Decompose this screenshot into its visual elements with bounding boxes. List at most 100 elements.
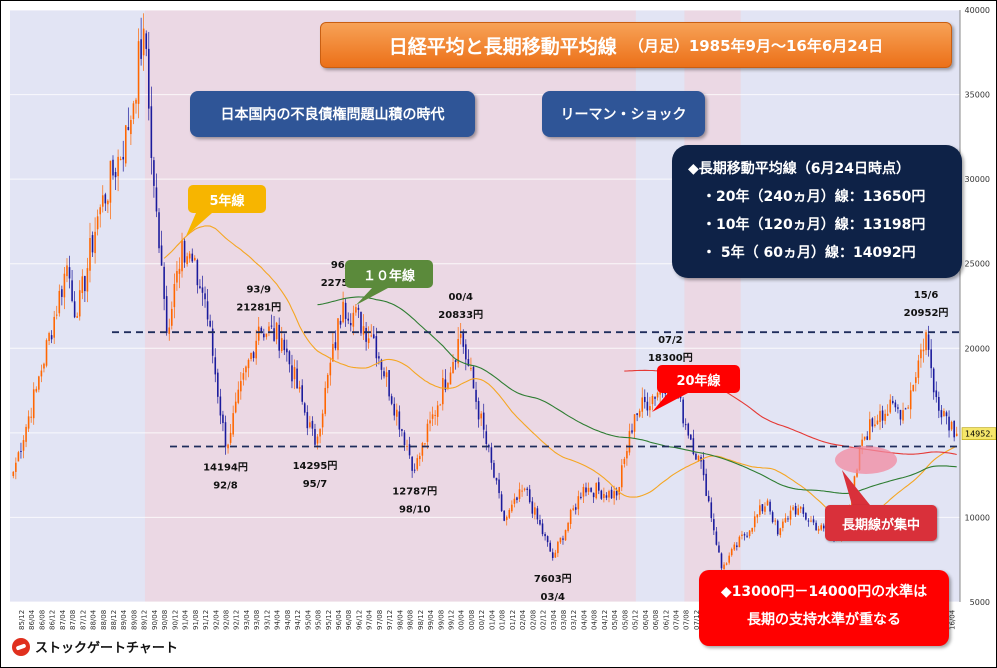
candle-body: [434, 414, 436, 416]
candle-body: [585, 487, 587, 493]
candle-body: [618, 486, 621, 495]
y-tick-label: 5000: [970, 598, 990, 607]
candle-body: [684, 424, 687, 426]
candle: [467, 349, 470, 367]
candle: [326, 373, 329, 394]
candle: [219, 388, 222, 425]
candle-body: [17, 452, 20, 462]
candle-body: [416, 458, 419, 470]
candle: [807, 518, 810, 527]
candle: [55, 305, 58, 320]
candle: [521, 484, 523, 497]
candle-body: [610, 489, 613, 499]
candle-body: [713, 519, 715, 531]
candle-body: [89, 237, 91, 271]
candle: [741, 530, 743, 540]
candle-body: [232, 413, 234, 435]
candle: [805, 512, 807, 521]
candle: [385, 366, 388, 387]
candle: [771, 510, 774, 524]
candle-body: [513, 498, 516, 504]
candle: [776, 519, 779, 537]
brand-logo-text: ストックゲートチャート: [35, 641, 178, 656]
candle: [406, 439, 408, 451]
candle: [531, 497, 534, 519]
candle: [275, 321, 278, 345]
candle: [17, 450, 20, 462]
annotation-date: 00/4: [448, 292, 473, 303]
x-tick-label: 05/04: [611, 609, 619, 630]
candle-body: [897, 407, 899, 409]
x-tick-label: 92/12: [233, 610, 241, 630]
candle: [191, 248, 194, 263]
candle-body: [490, 447, 493, 463]
candle: [868, 411, 871, 441]
ma5-callout-pointer: [186, 213, 212, 236]
candle-body: [372, 334, 375, 339]
candle: [863, 436, 866, 441]
support-note-line-1: ◆13000円－14000円の水準は: [720, 584, 928, 600]
candle: [245, 365, 247, 381]
candle-body: [411, 456, 413, 471]
candle: [442, 369, 444, 411]
candle-body: [482, 412, 485, 430]
candle: [551, 548, 554, 561]
x-tick-label: 00/12: [478, 610, 486, 630]
candle-body: [521, 490, 523, 492]
candle-body: [245, 366, 247, 373]
candle-body: [904, 408, 907, 410]
candle-body: [815, 522, 817, 531]
candle-body: [339, 320, 342, 325]
candle: [626, 444, 628, 466]
candle-body: [802, 507, 805, 514]
candle: [938, 391, 940, 419]
candle-body: [15, 462, 17, 472]
candle: [498, 472, 500, 499]
candle: [403, 430, 406, 451]
candle: [546, 535, 549, 547]
candle-body: [528, 489, 531, 503]
candle: [725, 562, 728, 566]
candle: [948, 410, 950, 438]
candle-body: [252, 352, 255, 359]
candle-body: [736, 545, 738, 548]
x-tick-label: 94/08: [284, 610, 292, 630]
candle: [147, 31, 150, 121]
candle-body: [518, 489, 521, 499]
candle-body: [61, 289, 63, 297]
candle: [899, 409, 902, 426]
candle-body: [766, 500, 769, 506]
candle: [160, 230, 163, 266]
candle-body: [257, 326, 260, 341]
candle-body: [784, 518, 787, 523]
candle-body: [922, 349, 925, 352]
candle-body: [631, 430, 633, 433]
candle-body: [738, 536, 741, 548]
candle: [728, 552, 730, 565]
y-tick-label: 30000: [965, 175, 990, 184]
period-label-bad-loans: 日本国内の不良債権問題山積の時代: [190, 91, 475, 137]
candle-body: [549, 542, 551, 552]
candle: [710, 497, 713, 523]
candle-body: [357, 307, 360, 310]
candle-body: [620, 465, 623, 488]
x-tick-label: 90/12: [171, 610, 179, 630]
candle: [416, 454, 419, 472]
candle-body: [91, 235, 94, 253]
candle-body: [352, 312, 355, 327]
candle-body: [884, 413, 886, 421]
candle: [516, 496, 518, 504]
candle: [229, 424, 232, 446]
candle: [176, 261, 178, 291]
candle: [766, 498, 769, 506]
candle: [344, 298, 347, 327]
x-tick-label: 88/12: [110, 610, 118, 630]
candle-body: [615, 490, 618, 496]
candle: [577, 490, 580, 516]
candle: [769, 499, 771, 515]
candle: [572, 505, 575, 512]
candle-body: [787, 518, 789, 520]
x-tick-label: 95/12: [325, 610, 333, 630]
x-tick-label: 96/08: [345, 610, 353, 630]
